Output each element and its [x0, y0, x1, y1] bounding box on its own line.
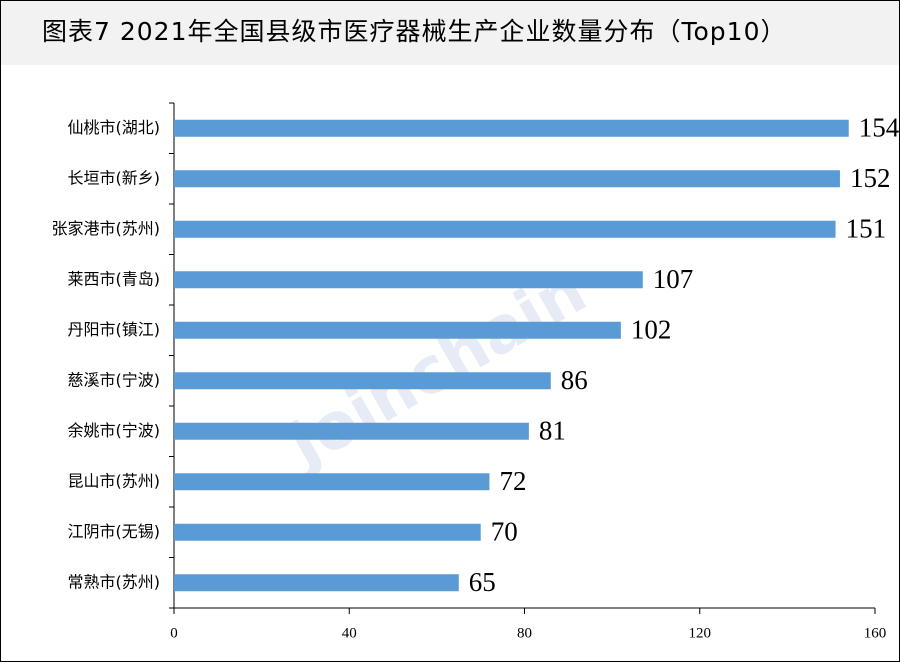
- y-tick-label: 张家港市(苏州): [52, 219, 161, 238]
- value-label: 86: [561, 365, 588, 395]
- x-tick-label: 120: [689, 625, 712, 641]
- y-tick-label: 余姚市(宁波): [68, 421, 161, 440]
- bar: [174, 119, 849, 137]
- value-label: 81: [539, 415, 566, 445]
- bar: [174, 523, 481, 541]
- y-tick-label: 常熟市(苏州): [68, 572, 161, 591]
- value-label: 107: [653, 264, 694, 294]
- y-tick-label: 昆山市(苏州): [68, 471, 161, 490]
- bar: [174, 170, 840, 188]
- bar: [174, 271, 643, 289]
- x-tick-label: 40: [342, 625, 357, 641]
- y-tick-label: 丹阳市(镇江): [68, 320, 161, 339]
- bar: [174, 372, 551, 390]
- y-tick-label: 仙桃市(湖北): [68, 118, 161, 137]
- chart-title: 图表7 2021年全国县级市医疗器械生产企业数量分布（Top10）: [42, 17, 786, 46]
- value-label: 65: [469, 567, 496, 597]
- bar: [174, 473, 490, 491]
- value-label: 151: [846, 213, 887, 243]
- value-label: 154: [859, 112, 900, 142]
- x-tick-label: 160: [864, 625, 887, 641]
- y-tick-label: 慈溪市(宁波): [68, 370, 161, 389]
- x-tick-label: 80: [517, 625, 532, 641]
- bar: [174, 422, 529, 440]
- bar: [174, 321, 621, 339]
- y-tick-label: 江阴市(无锡): [68, 522, 161, 541]
- title-band: [1, 1, 899, 65]
- y-tick-label: 莱西市(青岛): [68, 269, 161, 288]
- y-tick-label: 长垣市(新乡): [68, 168, 161, 187]
- value-label: 72: [499, 466, 526, 496]
- x-tick-label: 0: [170, 625, 178, 641]
- value-label: 70: [491, 516, 518, 546]
- bar: [174, 574, 459, 592]
- value-label: 102: [631, 314, 672, 344]
- bar: [174, 220, 836, 238]
- value-label: 152: [850, 163, 891, 193]
